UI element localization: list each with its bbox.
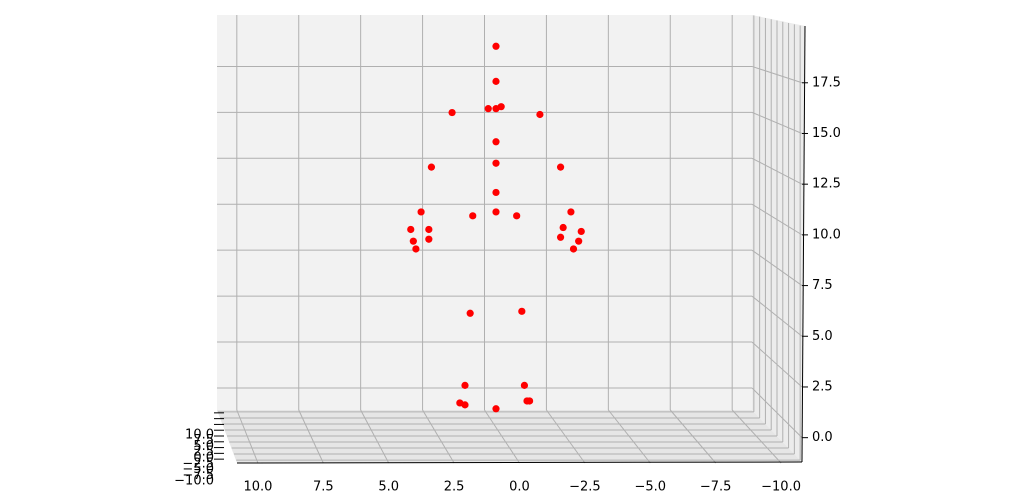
point [409,237,417,245]
point [492,42,500,50]
point [536,110,544,119]
y-tick-label: −2.5 [182,456,214,471]
x-tick-label: −5.0 [634,480,666,495]
point [492,208,500,216]
y-tick-label: 7.5 [193,433,214,448]
point [556,233,565,241]
point [492,159,500,167]
z-tick-label: 5.0 [812,329,833,344]
y-tick-label: 0.0 [193,451,214,466]
y-tick-label: 5.0 [193,439,214,454]
point [556,163,565,171]
point [492,188,500,197]
point [492,405,500,413]
ticks: 10.0 7.5 5.0 2.5 0.0 −2.5 −5.0 −7.5 −10.00.02.55… [174,25,841,495]
point [448,108,456,117]
z-tick-label: 0.0 [812,430,833,445]
x-tick-label: −7.5 [700,480,732,495]
x-tick-label: 10.0 [243,480,272,495]
point [427,163,436,171]
point [425,235,433,243]
point [518,307,526,315]
point [484,105,492,113]
point [567,208,575,216]
point [559,223,567,232]
axis-line [801,25,806,463]
z-tick-label: 7.5 [812,278,833,293]
x-tick-label: 0.0 [509,480,530,495]
z-tick-label: 10.0 [812,227,841,242]
z-tick-label: 15.0 [812,126,841,141]
axis-line [236,461,803,464]
points [407,42,585,413]
z-tick-label: 2.5 [812,379,833,394]
x-tick-label: −10.0 [761,480,801,495]
x-tick-label: −2.5 [569,480,601,495]
x-tick-label: 7.5 [313,480,334,495]
y-tick-label: 2.5 [193,445,214,460]
z-tick-label: 12.5 [812,177,841,192]
point [577,227,585,236]
point [417,208,425,216]
point [466,309,474,317]
point [412,245,420,253]
point [569,245,578,253]
y-tick-label: −5.0 [182,462,214,477]
y-tick-label: 10.0 [185,427,214,442]
point [520,381,529,389]
point [469,212,477,220]
point [461,381,469,389]
point [461,401,469,409]
y-tick-label: −10.0 [174,474,214,489]
point [407,225,415,234]
point [497,103,505,111]
point [513,212,521,220]
point [492,138,500,146]
grid [217,15,803,464]
point [492,77,500,85]
y-tick-label: −7.5 [182,468,214,483]
point [575,237,583,245]
point [525,397,534,405]
x-tick-label: 2.5 [444,480,465,495]
x-tick-label: 5.0 [378,480,399,495]
point [425,225,433,234]
z-tick-label: 17.5 [812,75,841,90]
